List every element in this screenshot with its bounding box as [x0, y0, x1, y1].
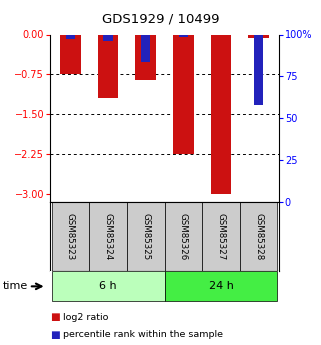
Text: ■: ■ — [50, 330, 59, 339]
Text: 6 h: 6 h — [99, 281, 117, 291]
Text: time: time — [3, 282, 29, 291]
Bar — [216, 34, 226, 35]
Bar — [60, 34, 81, 74]
Bar — [254, 34, 263, 105]
Text: ■: ■ — [50, 313, 59, 322]
Bar — [179, 34, 188, 37]
Text: GSM85326: GSM85326 — [179, 213, 188, 260]
Bar — [248, 34, 269, 38]
Bar — [127, 202, 164, 271]
Bar — [103, 34, 113, 41]
Bar — [141, 34, 150, 62]
Bar — [240, 202, 277, 271]
Text: log2 ratio: log2 ratio — [63, 313, 108, 322]
Bar — [52, 272, 164, 301]
Bar — [202, 202, 240, 271]
Bar — [135, 34, 156, 80]
Bar — [52, 202, 89, 271]
Text: percentile rank within the sample: percentile rank within the sample — [63, 330, 222, 339]
Bar — [211, 34, 231, 194]
Text: GDS1929 / 10499: GDS1929 / 10499 — [102, 12, 219, 25]
Text: GSM85323: GSM85323 — [66, 213, 75, 260]
Text: GSM85328: GSM85328 — [254, 213, 263, 260]
Bar — [89, 202, 127, 271]
Bar — [164, 202, 202, 271]
Text: GSM85327: GSM85327 — [216, 213, 225, 260]
Text: GSM85325: GSM85325 — [141, 213, 150, 260]
Bar — [164, 272, 277, 301]
Text: 24 h: 24 h — [209, 281, 233, 291]
Bar — [173, 34, 194, 154]
Bar — [98, 34, 118, 98]
Bar — [66, 34, 75, 39]
Text: GSM85324: GSM85324 — [104, 213, 113, 260]
